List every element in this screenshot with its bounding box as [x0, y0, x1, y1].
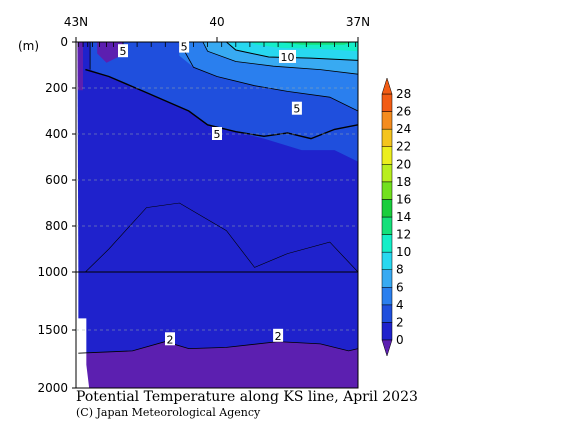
x-tick-label-2: 37N	[346, 15, 370, 29]
y-tick-label-200: 200	[45, 81, 68, 95]
contour-label-bg-0	[118, 44, 128, 58]
contour-labels: 5 5 10 5 5 2 2	[118, 39, 302, 346]
contour-label-bg-6	[273, 328, 284, 342]
contour-label-bg-4	[212, 127, 222, 140]
colorbar-label-16: 16	[396, 192, 411, 206]
colorbar-min-arrow	[381, 339, 393, 357]
colorbar-label-6: 6	[396, 280, 404, 294]
contour-label-5: 2	[167, 333, 174, 346]
y-tick-label-600: 600	[45, 173, 68, 187]
chart-title: Potential Temperature along KS line, Apr…	[76, 389, 418, 405]
contour-label-3: 5	[293, 103, 300, 116]
contour-6	[179, 41, 359, 112]
contour-label-bg-3	[291, 101, 302, 115]
x-tick-label-1: 40	[209, 15, 224, 29]
colorbar-label-14: 14	[396, 210, 411, 224]
credit-text: (C) Japan Meteorological Agency	[76, 406, 261, 419]
colorbar-segment-3	[381, 269, 393, 288]
colorbar-segment-0	[381, 322, 393, 341]
contour-2	[78, 341, 359, 354]
contour-label-1: 5	[181, 41, 188, 54]
colorbar-label-8: 8	[396, 263, 404, 277]
temperature-section	[76, 42, 359, 388]
colorbar-segment-2	[381, 287, 393, 306]
colorbar-label-2: 2	[396, 315, 404, 329]
contour-label-6: 2	[275, 330, 282, 343]
colorbar-label-22: 22	[396, 140, 411, 154]
y-tick-label-0: 0	[60, 35, 68, 49]
contour-lines	[78, 41, 359, 354]
band-0-2-coastal	[76, 42, 83, 91]
y-tick-label-2000: 2000	[37, 381, 68, 395]
colorbar-max-arrow	[381, 77, 393, 95]
contour-label-0: 5	[120, 45, 127, 58]
colorbar-label-18: 18	[396, 175, 411, 189]
colorbar-segment-9	[381, 164, 393, 183]
colorbar-segment-4	[381, 251, 393, 270]
band-0-2-shelf	[97, 42, 123, 63]
contour-label-bg-1	[179, 39, 190, 53]
contour-label-4: 5	[214, 128, 221, 141]
contour-label-bg-5	[165, 332, 175, 346]
contour-10	[226, 41, 359, 61]
colorbar-label-12: 12	[396, 228, 411, 242]
colorbar-label-28: 28	[396, 87, 411, 101]
colorbar-label-20: 20	[396, 157, 411, 171]
contour-label-2: 10	[281, 51, 295, 64]
y-tick-label-400: 400	[45, 127, 68, 141]
y-axis: (m) 0 200 400 600 800 1000 1500 2000	[18, 35, 358, 395]
colorbar-label-4: 4	[396, 298, 404, 312]
x-tick-label-0: 43N	[64, 15, 88, 29]
colorbar-label-10: 10	[396, 245, 411, 259]
colorbar-segment-11	[381, 128, 393, 147]
y-tick-label-800: 800	[45, 219, 68, 233]
contour-label-bg-2	[279, 49, 296, 63]
band-0-2	[78, 341, 359, 388]
colorbar-segment-1	[381, 304, 393, 323]
y-tick-label-1000: 1000	[37, 265, 68, 279]
colorbar-segment-10	[381, 146, 393, 165]
colorbar-label-26: 26	[396, 105, 411, 119]
colorbar-segment-8	[381, 181, 393, 200]
colorbar-segment-12	[381, 111, 393, 130]
y-unit-label: (m)	[18, 39, 39, 53]
colorbar-segment-6	[381, 216, 393, 235]
colorbar-segment-5	[381, 234, 393, 253]
contour-8	[202, 41, 359, 75]
colorbar-label-24: 24	[396, 122, 411, 136]
colorbar-segment-7	[381, 199, 393, 218]
x-axis: 43N 40 37N	[64, 15, 370, 389]
colorbar-label-0: 0	[396, 333, 404, 347]
y-tick-label-1500: 1500	[37, 323, 68, 337]
contour-3	[85, 202, 359, 273]
contour-5	[85, 68, 359, 140]
seafloor-edge	[76, 42, 79, 388]
colorbar-segment-13	[381, 93, 393, 112]
